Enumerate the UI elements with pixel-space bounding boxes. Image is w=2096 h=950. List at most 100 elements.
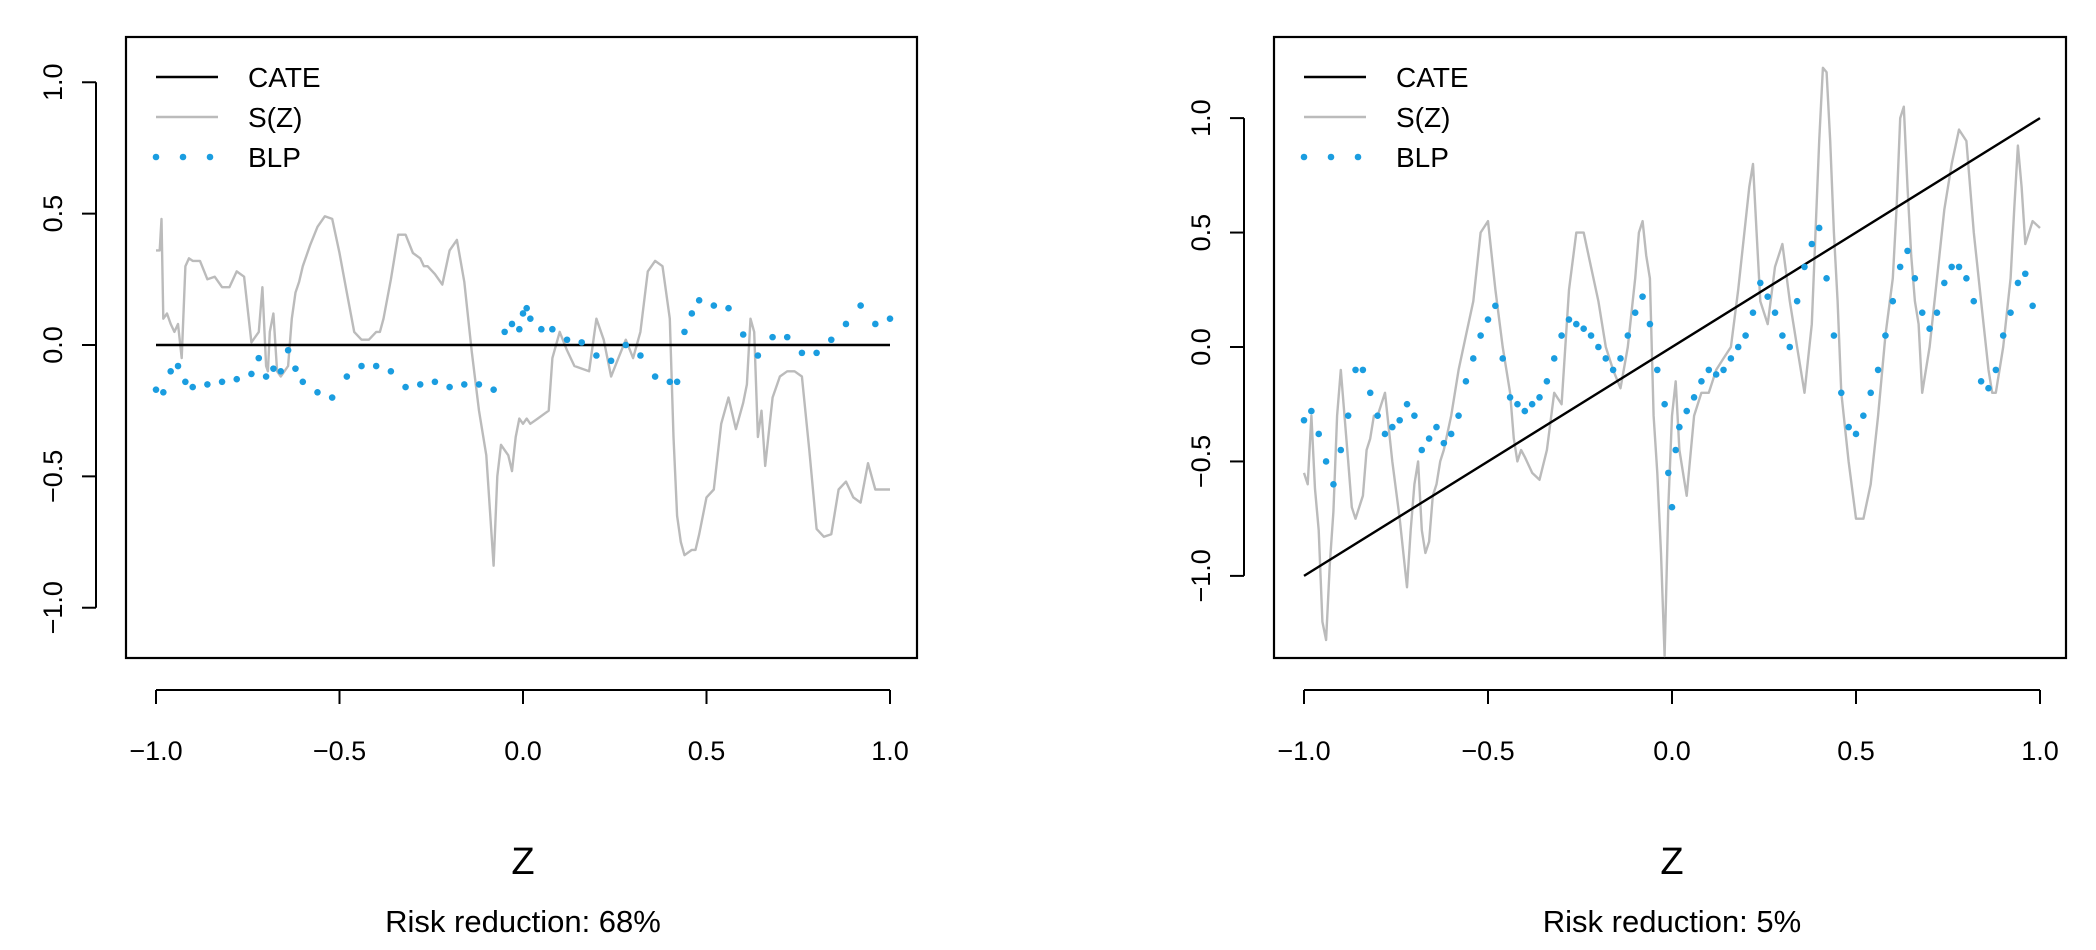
blp-point: [1771, 309, 1779, 316]
blp-point: [1808, 240, 1816, 248]
blp-point: [1484, 316, 1492, 323]
blp-point: [1396, 416, 1403, 424]
blp-point: [1639, 293, 1646, 300]
blp-point: [2014, 279, 2022, 287]
blp-point: [292, 365, 299, 372]
blp-point: [1521, 407, 1529, 415]
blp-point: [549, 325, 556, 333]
blp-point: [1389, 423, 1396, 431]
blp-point: [1411, 412, 1418, 419]
blp-point: [1359, 366, 1367, 374]
blp-point: [798, 349, 806, 357]
blp-point: [827, 336, 835, 344]
blp-point: [872, 320, 879, 328]
blp-point: [681, 328, 688, 336]
blp-point: [204, 381, 211, 388]
blp-point: [1672, 446, 1679, 454]
blp-point: [1712, 371, 1720, 378]
blp-point: [523, 304, 530, 312]
blp-point: [1955, 263, 1963, 271]
blp-point: [1506, 394, 1514, 401]
blp-point: [1749, 309, 1757, 316]
blp-point: [754, 352, 762, 359]
blp-point: [1867, 389, 1875, 397]
blp-point: [1381, 430, 1389, 438]
blp-point: [622, 341, 630, 349]
legend-label: CATE: [248, 62, 321, 93]
blp-point: [1985, 384, 1992, 392]
blp-point: [446, 383, 453, 391]
y-tick-label: 1.0: [1186, 99, 1216, 137]
legend-swatch-dot: [1354, 153, 1362, 161]
blp-point: [1734, 343, 1742, 351]
blp-point: [1668, 503, 1676, 511]
legend-label: S(Z): [248, 102, 302, 133]
blp-point: [538, 325, 545, 333]
risk-reduction-caption: Risk reduction: 68%: [385, 904, 661, 939]
blp-point: [673, 378, 681, 386]
series-blp: [152, 297, 894, 401]
legend-swatch-dot: [206, 153, 214, 161]
blp-point: [358, 362, 365, 370]
blp-point: [1933, 309, 1941, 316]
legend-label: BLP: [1396, 142, 1449, 173]
blp-point: [1665, 469, 1672, 477]
blp-point: [1433, 423, 1440, 431]
blp-point: [1337, 446, 1345, 454]
blp-point: [1580, 325, 1587, 332]
blp-point: [1823, 275, 1830, 282]
x-axis-label: Z: [1660, 841, 1683, 883]
blp-point: [501, 328, 508, 336]
blp-point: [1698, 378, 1705, 385]
blp-point: [710, 302, 718, 309]
blp-point: [1661, 400, 1668, 408]
blp-point: [233, 375, 241, 383]
y-tick-label: 1.0: [38, 63, 68, 101]
blp-point: [1963, 275, 1970, 282]
blp-point: [1469, 355, 1477, 362]
blp-point: [593, 352, 600, 359]
y-tick-label: 0.5: [38, 195, 68, 233]
blp-point: [1565, 316, 1573, 323]
blp-point: [637, 352, 644, 359]
blp-point: [255, 354, 263, 362]
blp-point: [783, 333, 791, 341]
blp-point: [1617, 355, 1624, 362]
blp-point: [769, 333, 776, 341]
blp-point: [1705, 366, 1713, 374]
blp-point: [167, 367, 174, 375]
blp-point: [1308, 407, 1315, 415]
blp-point: [1602, 355, 1610, 362]
blp-point: [651, 373, 659, 380]
blp-point: [1418, 446, 1426, 454]
x-tick-label: −1.0: [1277, 736, 1330, 766]
blp-point: [416, 381, 424, 388]
blp-point: [160, 388, 167, 396]
chart-panel-2: −1.0 −0.5 0.0 0.5 1.0 −1.0 −0.5 0.0 0.5 1.0 Z Risk …: [1186, 35, 2068, 939]
blp-point: [270, 365, 277, 372]
x-tick-label: 0.5: [1837, 736, 1875, 766]
blp-point: [475, 381, 483, 388]
x-tick-label: −1.0: [129, 736, 182, 766]
legend-swatch-dot: [1300, 153, 1308, 161]
blp-point: [1528, 400, 1536, 408]
blp-point: [1573, 320, 1580, 328]
x-axis-label: Z: [511, 841, 534, 883]
blp-point: [1860, 412, 1867, 419]
blp-point: [1595, 343, 1602, 351]
plot-area: [1300, 66, 2041, 658]
blp-point: [1904, 247, 1911, 255]
legend-swatch-dot: [1327, 153, 1335, 161]
y-tick-label: −0.5: [1186, 435, 1216, 488]
blp-point: [1587, 332, 1595, 339]
blp-point: [1514, 400, 1521, 408]
blp-point: [1992, 366, 2000, 374]
blp-point: [284, 346, 292, 354]
blp-point: [1300, 416, 1308, 424]
blp-point: [152, 386, 160, 393]
blp-point: [1830, 332, 1838, 339]
blp-point: [688, 310, 696, 317]
blp-point: [1926, 325, 1933, 332]
x-tick-label: 1.0: [871, 736, 909, 766]
